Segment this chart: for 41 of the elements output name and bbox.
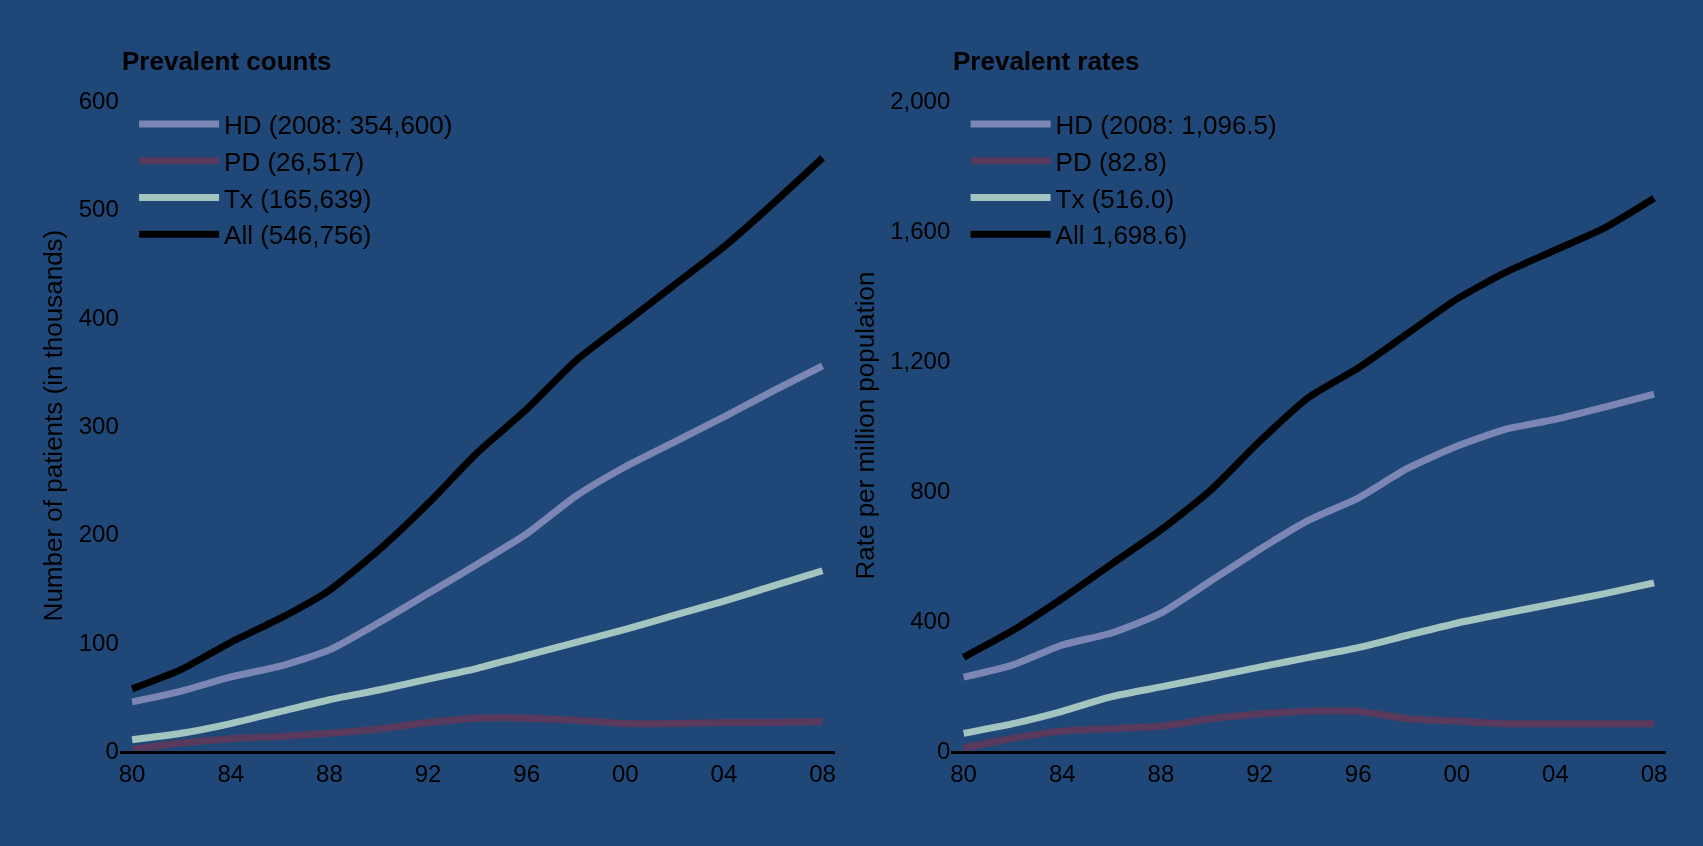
- legend-label: HD (2008: 354,600): [224, 110, 453, 141]
- x-tick-label: 04: [1542, 760, 1569, 788]
- x-tick-label: 80: [118, 760, 146, 788]
- y-tick-label: 500: [78, 195, 119, 223]
- x-tick-label: 92: [414, 760, 442, 788]
- y-tick-label: 0: [105, 737, 119, 765]
- legend-label: PD (26,517): [224, 146, 365, 177]
- x-tick-label: 80: [950, 760, 977, 788]
- legend-label: HD (2008: 1,096.5): [1055, 110, 1277, 141]
- legend-label: All (546,756): [224, 220, 372, 251]
- y-tick-label: 800: [910, 476, 951, 504]
- x-tick-label: 04: [710, 760, 738, 788]
- legend-label: PD (82.8): [1055, 146, 1167, 177]
- y-axis-title: Rate per million population: [849, 271, 880, 580]
- x-tick-label: 84: [1048, 760, 1076, 788]
- x-tick-label: 96: [1344, 760, 1372, 788]
- x-tick-label: 88: [1147, 760, 1175, 788]
- x-tick-label: 88: [316, 760, 343, 788]
- y-tick-label: 1,600: [890, 216, 951, 244]
- chart-title: Prevalent rates: [953, 46, 1140, 76]
- x-tick-label: 08: [809, 760, 836, 788]
- y-tick-label: 2,000: [890, 86, 951, 114]
- y-tick-label: 400: [78, 303, 119, 331]
- y-tick-label: 1,200: [890, 346, 951, 374]
- y-tick-label: 100: [78, 628, 119, 656]
- legend-label: Tx (165,639): [224, 183, 372, 214]
- chart-title: Prevalent counts: [122, 46, 332, 76]
- x-tick-label: 08: [1640, 760, 1668, 788]
- y-tick-label: 0: [936, 737, 951, 765]
- y-tick-label: 400: [910, 607, 951, 635]
- x-tick-label: 00: [611, 760, 639, 788]
- legend-label: All 1,698.6): [1055, 220, 1188, 251]
- y-tick-label: 200: [78, 520, 119, 548]
- x-tick-label: 96: [513, 760, 540, 788]
- y-axis-title: Number of patients (in thousands): [38, 229, 69, 622]
- x-tick-label: 92: [1246, 760, 1273, 788]
- y-tick-label: 300: [78, 411, 119, 439]
- x-tick-label: 84: [217, 760, 245, 788]
- x-tick-label: 00: [1443, 760, 1471, 788]
- y-tick-label: 600: [78, 86, 119, 114]
- legend-label: Tx (516.0): [1055, 183, 1175, 214]
